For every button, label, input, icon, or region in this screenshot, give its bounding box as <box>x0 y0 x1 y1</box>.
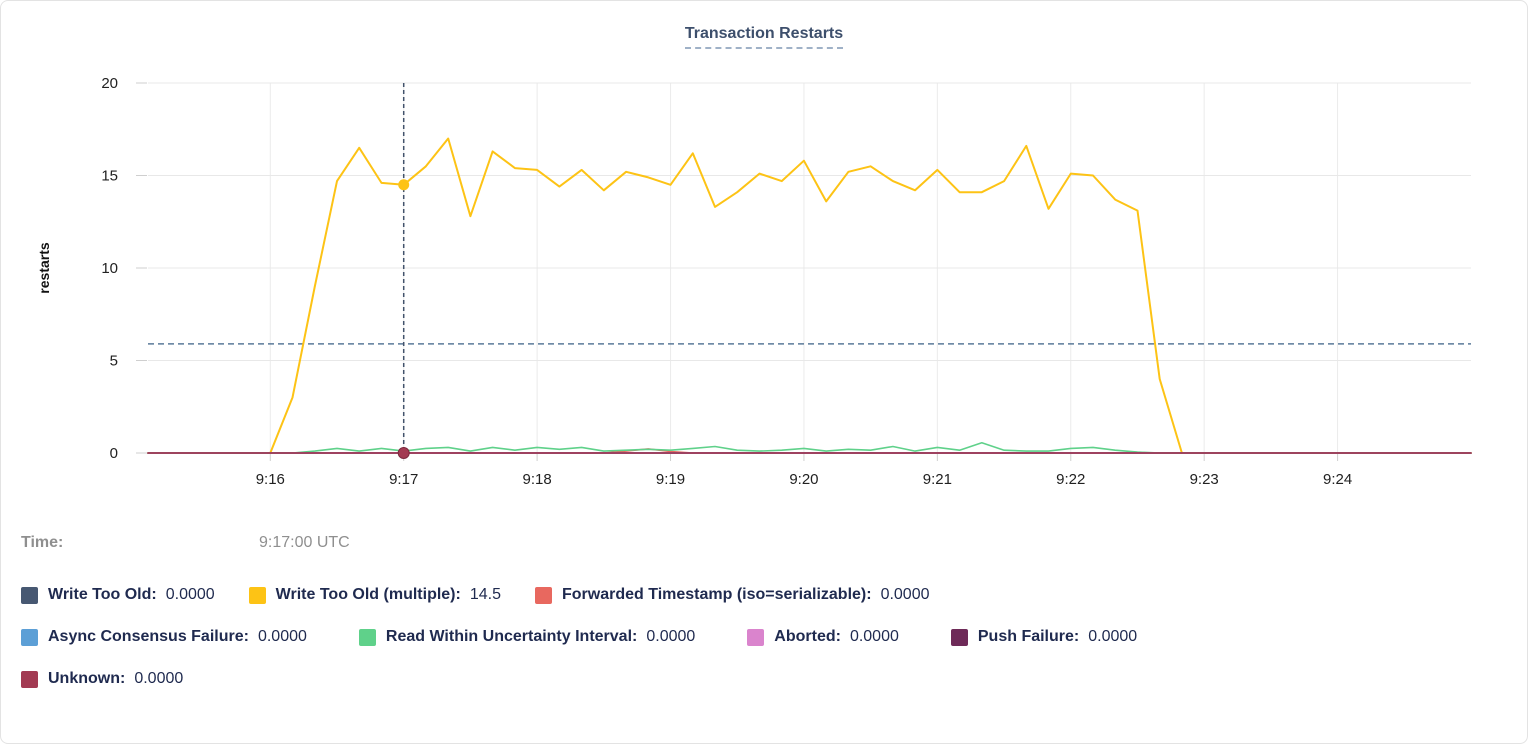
legend-swatch-write-too-old-multiple <box>248 586 266 604</box>
legend-swatch-aborted <box>747 628 765 646</box>
legend-label: Aborted: <box>774 628 841 645</box>
chart-svg[interactable]: 9:16 9:17 9:18 9:19 9:20 9:21 9:22 9:23 9:24 0 5 10… <box>1 1 1528 506</box>
y-axis-label: restarts <box>36 242 52 294</box>
legend-swatch-write-too-old <box>21 586 38 604</box>
legend-item-push-failure: Push Failure: 0.0000 <box>950 628 1138 646</box>
x-tick-label: 9:19 <box>656 471 685 488</box>
chart-title-wrap: Transaction Restarts <box>1 25 1527 49</box>
legend-label: Unknown: <box>48 670 126 687</box>
legend-label: Push Failure: <box>977 628 1080 645</box>
time-value: 9:17:00 UTC <box>259 534 350 551</box>
legend-item-forwarded-timestamp-iso-serializable: Forwarded Timestamp (iso=serializable): 0… <box>534 586 930 604</box>
legend-swatch-push-failure <box>950 628 968 646</box>
legend-item-write-too-old: Write Too Old: 0.0000 <box>21 586 215 604</box>
legend: Write Too Old: 0.0000 Write Too Old (multi… <box>21 586 1511 688</box>
chart-title[interactable]: Transaction Restarts <box>684 25 844 49</box>
legend-value: 0.0000 <box>257 628 307 645</box>
legend-item-read-within-uncertainty-interval: Read Within Uncertainty Interval: 0.0000 <box>358 628 696 646</box>
legend-item-aborted: Aborted: 0.0000 <box>747 628 899 646</box>
legend-value: 0.0000 <box>165 586 215 603</box>
series-line-read-within-uncertainty-interval <box>147 442 1472 454</box>
hover-dot-unknown <box>397 447 410 459</box>
x-tick-label: 9:16 <box>256 471 285 488</box>
y-tick-label: 20 <box>101 75 118 92</box>
x-tick-label: 9:21 <box>923 471 952 488</box>
legend-value: 0.0000 <box>646 628 696 645</box>
hover-dot-write-too-old-multiple <box>398 179 410 191</box>
x-tick-label: 9:17 <box>389 471 418 488</box>
legend-label: Write Too Old (multiple): <box>275 586 461 603</box>
time-label: Time: <box>21 534 64 551</box>
legend-swatch-read-within-uncertainty-interval <box>358 628 376 646</box>
y-tick-label: 0 <box>110 445 118 462</box>
legend-label: Read Within Uncertainty Interval: <box>385 628 638 645</box>
legend-value: 0.0000 <box>134 670 184 687</box>
legend-row: Write Too Old: 0.0000 Write Too Old (multi… <box>21 586 1511 604</box>
y-tick-label: 5 <box>110 353 118 370</box>
x-tick-label: 9:18 <box>523 471 552 488</box>
legend-label: Write Too Old: <box>48 586 157 603</box>
legend-item-write-too-old-multiple: Write Too Old (multiple): 14.5 <box>248 586 501 604</box>
y-tick-label: 10 <box>101 260 118 277</box>
legend-value: 0.0000 <box>1088 628 1138 645</box>
legend-row: Async Consensus Failure: 0.0000 Read Withi… <box>21 628 1511 646</box>
time-row: Time: 9:17:00 UTC <box>21 534 1511 556</box>
x-tick-label: 9:23 <box>1190 471 1219 488</box>
y-tick-label: 15 <box>101 168 118 185</box>
x-tick-label: 9:22 <box>1056 471 1085 488</box>
legend-value: 0.0000 <box>880 586 930 603</box>
x-tick-label: 9:20 <box>789 471 818 488</box>
legend-value: 0.0000 <box>849 628 899 645</box>
legend-value: 14.5 <box>469 586 501 603</box>
legend-label: Async Consensus Failure: <box>48 628 249 645</box>
legend-swatch-forwarded-timestamp-iso-serializable <box>534 586 552 604</box>
series-line-write-too-old-multiple <box>147 137 1472 454</box>
legend-row: Unknown: 0.0000 <box>21 670 1511 688</box>
legend-label: Forwarded Timestamp (iso=serializable): <box>561 586 872 603</box>
legend-item-async-consensus-failure: Async Consensus Failure: 0.0000 <box>21 628 307 646</box>
chart-hover-readout: Time: 9:17:00 UTC Write Too Old: 0.0000 Wr… <box>21 534 1511 712</box>
legend-swatch-async-consensus-failure <box>21 628 38 646</box>
legend-item-unknown: Unknown: 0.0000 <box>21 670 183 688</box>
legend-swatch-unknown <box>21 670 38 688</box>
x-tick-label: 9:24 <box>1323 471 1352 488</box>
